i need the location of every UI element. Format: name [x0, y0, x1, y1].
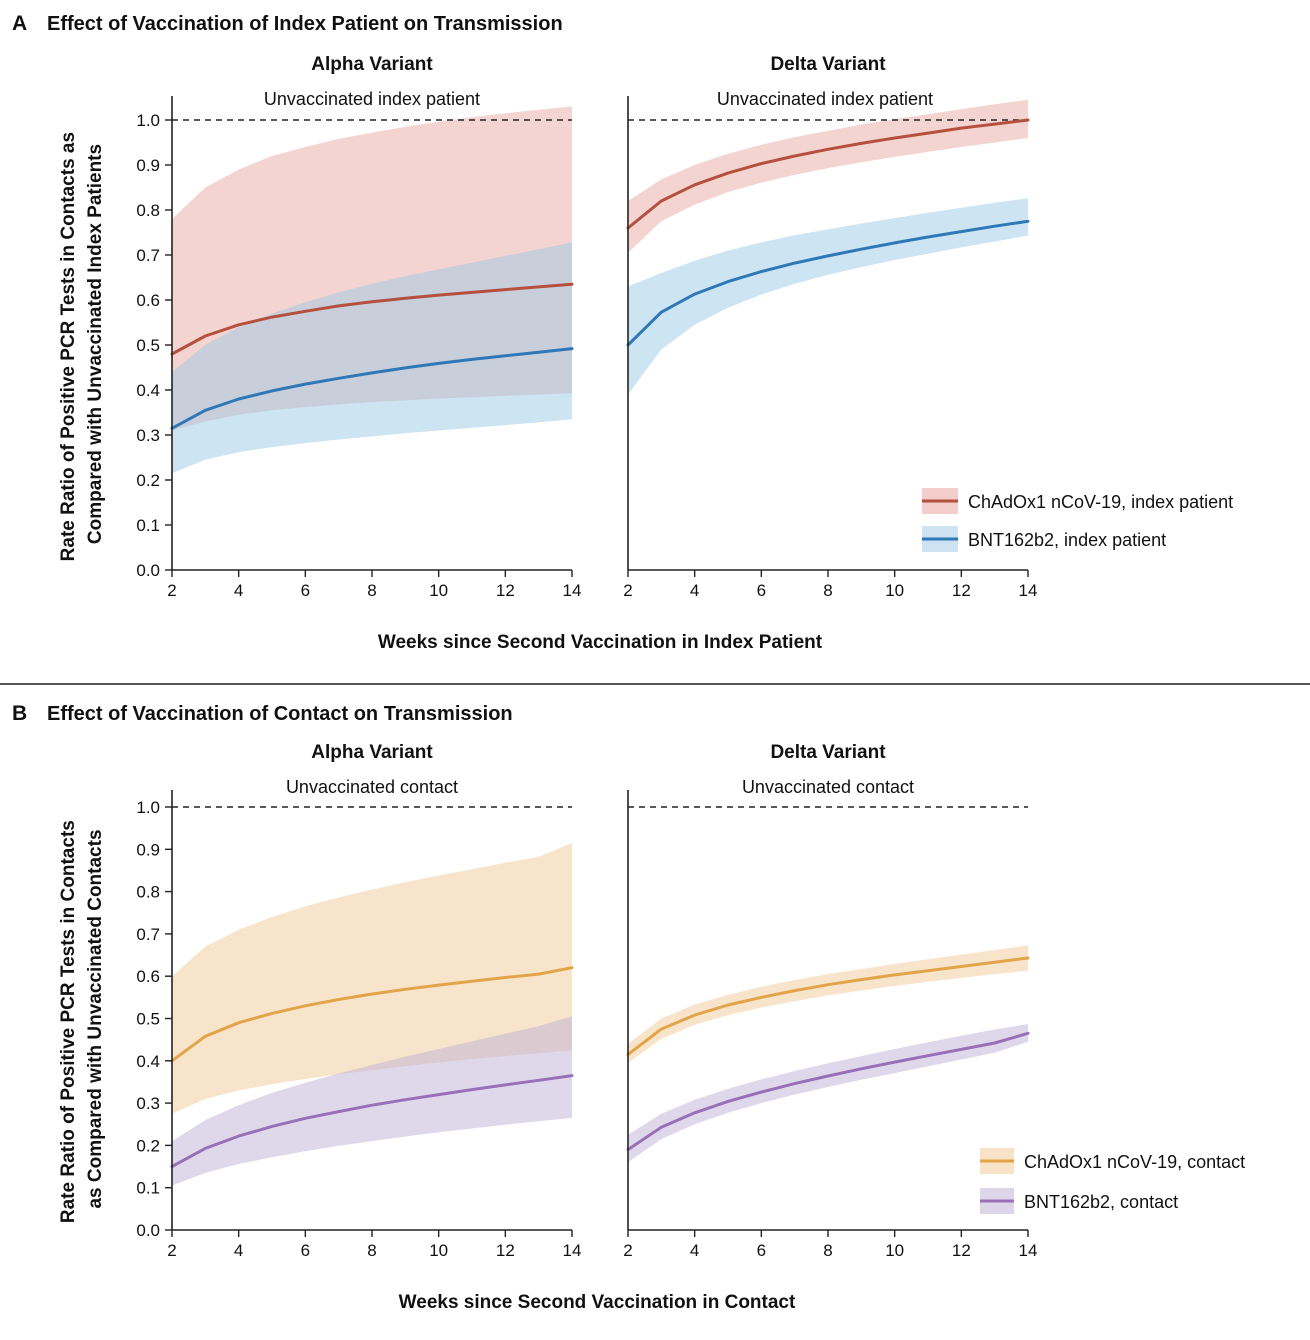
chart-1-x-tick-label: 14 [1019, 581, 1038, 600]
chart-0-y-tick-label: 0.2 [136, 471, 160, 490]
chart-0-x-tick-label: 8 [367, 581, 376, 600]
chart-0-x-tick-label: 14 [563, 581, 582, 600]
panel-a-alpha-reference-label: Unvaccinated index patient [264, 89, 480, 109]
panel-b-title: Effect of Vaccination of Contact on Tran… [47, 703, 513, 725]
panel-b-letter: B [12, 702, 27, 725]
panel-b-alpha-title: Alpha Variant [311, 742, 433, 763]
chart-2-x-tick-label: 10 [429, 1241, 448, 1260]
panel-b-y-axis-title: Rate Ratio of Positive PCR Tests in Cont… [58, 815, 106, 1223]
chart-2-y-tick-label: 0.8 [136, 883, 160, 902]
chart-3-x-tick-label: 12 [952, 1241, 971, 1260]
chart-3-x-tick-label: 4 [690, 1241, 699, 1260]
chart-0-x-tick-label: 4 [234, 581, 243, 600]
chart-2-y-tick-label: 0.1 [136, 1179, 160, 1198]
chart-0-x-tick-label: 10 [429, 581, 448, 600]
chart-2-x-tick-label: 6 [301, 1241, 310, 1260]
chart-2-x-tick-label: 8 [367, 1241, 376, 1260]
chart-2-series-1-line [170, 1074, 574, 1168]
chart-1-x-tick-label: 4 [690, 581, 699, 600]
chart-2-y-tick-label: 0.9 [136, 840, 160, 859]
chart-2-y-tick-label: 0.4 [136, 1052, 160, 1071]
chart-3-x-tick-label: 14 [1019, 1241, 1038, 1260]
panel-a-delta-plot: 2 4 6 8 10 12 14 [623, 96, 1037, 600]
chart-1-x-tick-label: 8 [823, 581, 832, 600]
chart-2-y-tick-label: 1.0 [136, 798, 160, 817]
chart-3-x-tick-label: 6 [757, 1241, 766, 1260]
chart-0-series-0-line [170, 282, 574, 356]
chart-0-y-tick-label: 0.5 [136, 336, 160, 355]
chart-2-y-tick-label: 0.6 [136, 967, 160, 986]
chart-3-x-tick-label: 8 [823, 1241, 832, 1260]
chart-2-x-tick-label: 2 [167, 1241, 176, 1260]
panel-a-delta-reference-label: Unvaccinated index patient [717, 89, 933, 109]
panel-b-delta-reference-label: Unvaccinated contact [742, 777, 914, 797]
chart-2-x-tick-label: 12 [496, 1241, 515, 1260]
panel-a-legend: ChAdOx1 nCoV-19, index patient BNT162b2,… [922, 488, 1233, 552]
panel-a-alpha-plot: 2 4 6 8 10 12 14 0.0 0.1 0.2 0.3 0.4 0.5 0.6 0.7 0.8 0.9… [136, 96, 581, 600]
chart-0-x-tick-label: 12 [496, 581, 515, 600]
panel-a-letter: A [12, 12, 27, 35]
chart-2-x-tick-label: 4 [234, 1241, 243, 1260]
chart-3-series-0-line [626, 956, 1030, 1056]
chart-0-y-tick-label: 0.1 [136, 516, 160, 535]
chart-0-y-tick-label: 0.0 [136, 561, 160, 580]
panel-b-alpha-plot: 2 4 6 8 10 12 14 0.0 0.1 0.2 0.3 0.4 0.5 0.6 0.7 0.8 0.9… [136, 790, 581, 1260]
panel-b-delta-plot: 2 4 6 8 10 12 14 [623, 790, 1037, 1260]
chart-2-y-tick-label: 0.7 [136, 925, 160, 944]
chart-3-x-tick-label: 2 [623, 1241, 632, 1260]
chart-0-y-tick-label: 0.8 [136, 201, 160, 220]
chart-1-x-tick-label: 12 [952, 581, 971, 600]
chart-0-series-1-line [170, 347, 574, 430]
chart-1-x-tick-label: 10 [885, 581, 904, 600]
panel-a-title: Effect of Vaccination of Index Patient o… [47, 13, 563, 35]
panel-b-delta-title: Delta Variant [770, 742, 886, 763]
chart-0-x-tick-label: 2 [167, 581, 176, 600]
chart-3-series-0-confidence-band [628, 945, 1028, 1063]
chart-1-series-1-line [626, 219, 1030, 347]
chart-0-series-1-confidence-band [172, 242, 572, 474]
chart-0-x-tick-label: 6 [301, 581, 310, 600]
legend-a-bnt-label: BNT162b2, index patient [968, 530, 1166, 550]
chart-0-y-tick-label: 0.4 [136, 381, 160, 400]
panel-a-x-axis-title: Weeks since Second Vaccination in Index … [378, 632, 823, 653]
panel-a-alpha-title: Alpha Variant [311, 54, 433, 75]
chart-1-x-tick-label: 6 [757, 581, 766, 600]
chart-0-y-tick-label: 0.9 [136, 156, 160, 175]
chart-3-series-1-line [626, 1031, 1030, 1152]
chart-1-series-0-confidence-band [628, 99, 1028, 253]
chart-2-y-tick-label: 0.2 [136, 1136, 160, 1155]
legend-b-bnt-label: BNT162b2, contact [1024, 1192, 1178, 1212]
chart-0-y-tick-label: 0.6 [136, 291, 160, 310]
chart-1-x-tick-label: 2 [623, 581, 632, 600]
chart-2-series-0-line [170, 966, 574, 1063]
legend-b-chadox-label: ChAdOx1 nCoV-19, contact [1024, 1152, 1245, 1172]
chart-2-y-tick-label: 0.0 [136, 1221, 160, 1240]
chart-0-y-tick-label: 0.7 [136, 246, 160, 265]
chart-1-series-0-line [626, 118, 1030, 230]
chart-2-y-tick-label: 0.3 [136, 1094, 160, 1113]
panel-b-x-axis-title: Weeks since Second Vaccination in Contac… [399, 1292, 796, 1313]
chart-0-y-tick-label: 1.0 [136, 111, 160, 130]
chart-3-x-tick-label: 10 [885, 1241, 904, 1260]
chart-3-series-1-confidence-band [628, 1024, 1028, 1163]
panel-b-alpha-reference-label: Unvaccinated contact [286, 777, 458, 797]
chart-2-series-1-confidence-band [172, 1016, 572, 1186]
chart-1-series-1-confidence-band [628, 198, 1028, 395]
panel-b-legend: ChAdOx1 nCoV-19, contact BNT162b2, conta… [980, 1148, 1245, 1214]
chart-2-y-tick-label: 0.5 [136, 1010, 160, 1029]
chart-2-x-tick-label: 14 [563, 1241, 582, 1260]
panel-a-delta-title: Delta Variant [770, 54, 886, 75]
legend-a-chadox-label: ChAdOx1 nCoV-19, index patient [968, 492, 1233, 512]
panel-a-y-axis-title: Rate Ratio of Positive PCR Tests in Cont… [58, 127, 106, 562]
chart-0-y-tick-label: 0.3 [136, 426, 160, 445]
